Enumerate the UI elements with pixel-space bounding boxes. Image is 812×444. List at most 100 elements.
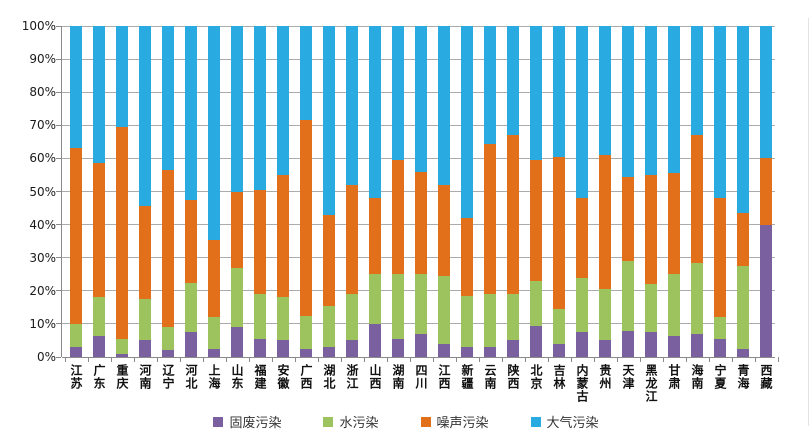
gridline [62,25,775,27]
bar-segment-水污染 [553,309,565,344]
bar-segment-固废污染 [668,335,680,357]
x-axis-label: 西藏 [759,364,773,390]
bar-segment-固废污染 [185,332,197,357]
bar-segment-固废污染 [645,332,657,357]
bar-segment-固废污染 [277,340,289,357]
bar-segment-水污染 [392,274,404,339]
bar-segment-水污染 [116,338,128,354]
bar-segment-噪声污染 [737,213,749,266]
x-tick [708,357,710,362]
x-axis-label: 重庆 [115,364,129,390]
bar-segment-大气污染 [346,26,358,185]
bar-segment-水污染 [668,274,680,336]
bar-segment-水污染 [93,297,105,336]
bar-segment-水污染 [231,267,243,328]
bar-segment-大气污染 [691,26,703,136]
x-axis-label: 四川 [414,364,428,390]
bar-segment-水污染 [277,297,289,341]
bar-segment-水污染 [461,295,473,348]
x-tick [478,357,480,362]
x-tick [432,357,434,362]
y-axis-label: 50% [29,184,56,199]
y-axis-label: 100% [21,19,56,33]
x-tick [409,357,411,362]
legend: 固废污染 水污染 噪声污染 大气污染 [0,412,812,431]
legend-item: 固废污染 [213,412,281,431]
x-axis-label: 云南 [483,364,497,390]
x-tick [156,357,158,362]
x-axis-label: 上海 [207,364,221,390]
x-tick [386,357,388,362]
x-axis-label: 黑龙江 [644,364,658,403]
bar-segment-固废污染 [553,343,565,357]
bar-segment-固废污染 [714,338,726,357]
bar-segment-大气污染 [484,26,496,144]
bar-segment-固废污染 [599,340,611,357]
bar-segment-固废污染 [415,333,427,357]
bar-宁夏 [714,26,726,357]
bar-segment-水污染 [530,280,542,326]
bar-segment-噪声污染 [645,174,657,285]
bar-segment-噪声污染 [668,173,680,275]
bar-河北 [185,26,197,357]
x-axis-label: 天津 [621,364,635,390]
bar-segment-噪声污染 [185,199,197,283]
bar-segment-固废污染 [576,332,588,357]
bar-安徽 [277,26,289,357]
bar-segment-水污染 [645,284,657,333]
bar-segment-噪声污染 [116,126,128,339]
bar-segment-固废污染 [622,330,634,357]
x-tick [685,357,687,362]
bar-segment-水污染 [139,299,151,341]
x-tick [547,357,549,362]
bar-segment-噪声污染 [93,163,105,298]
bar-segment-大气污染 [507,26,519,136]
bar-江苏 [70,26,82,357]
x-axis-label: 陕西 [506,364,520,390]
bar-segment-噪声污染 [323,214,335,306]
bar-segment-大气污染 [714,26,726,199]
bar-segment-大气污染 [530,26,542,161]
bar-云南 [484,26,496,357]
bar-segment-固废污染 [231,327,243,357]
bar-segment-大气污染 [461,26,473,218]
y-tick [56,224,61,226]
bar-segment-大气污染 [760,26,772,159]
bar-海南 [691,26,703,357]
bar-segment-噪声污染 [530,160,542,281]
bar-segment-噪声污染 [438,184,450,276]
bar-segment-大气污染 [185,26,197,200]
bar-segment-大气污染 [116,26,128,127]
bar-segment-水污染 [254,294,266,339]
bar-segment-固废污染 [507,340,519,357]
bar-segment-大气污染 [737,26,749,214]
bar-segment-大气污染 [369,26,381,199]
legend-item: 水污染 [323,412,379,431]
bar-segment-大气污染 [438,26,450,185]
bar-segment-大气污染 [139,26,151,207]
y-axis-label: 70% [29,118,56,133]
y-axis-label: 40% [29,217,56,232]
x-tick [271,357,273,362]
bar-segment-噪声污染 [277,174,289,298]
bar-浙江 [346,26,358,357]
x-tick [593,357,595,362]
x-tick [363,357,365,362]
bar-重庆 [116,26,128,357]
bar-segment-水污染 [70,323,82,348]
bar-segment-固废污染 [369,323,381,357]
y-axis-label: 20% [29,283,56,298]
bar-segment-水污染 [346,294,358,341]
legend-swatch-icon [213,416,224,427]
bar-segment-大气污染 [645,26,657,175]
x-axis-label: 新疆 [460,364,474,390]
x-tick [662,357,664,362]
y-axis-line [61,26,62,357]
x-axis-label: 甘肃 [667,364,681,390]
bar-segment-大气污染 [162,26,174,170]
bar-西藏 [760,26,772,357]
bar-segment-噪声污染 [231,191,243,268]
bar-segment-噪声污染 [622,176,634,262]
x-axis-label: 山东 [230,364,244,390]
x-axis-label: 福建 [253,364,267,390]
